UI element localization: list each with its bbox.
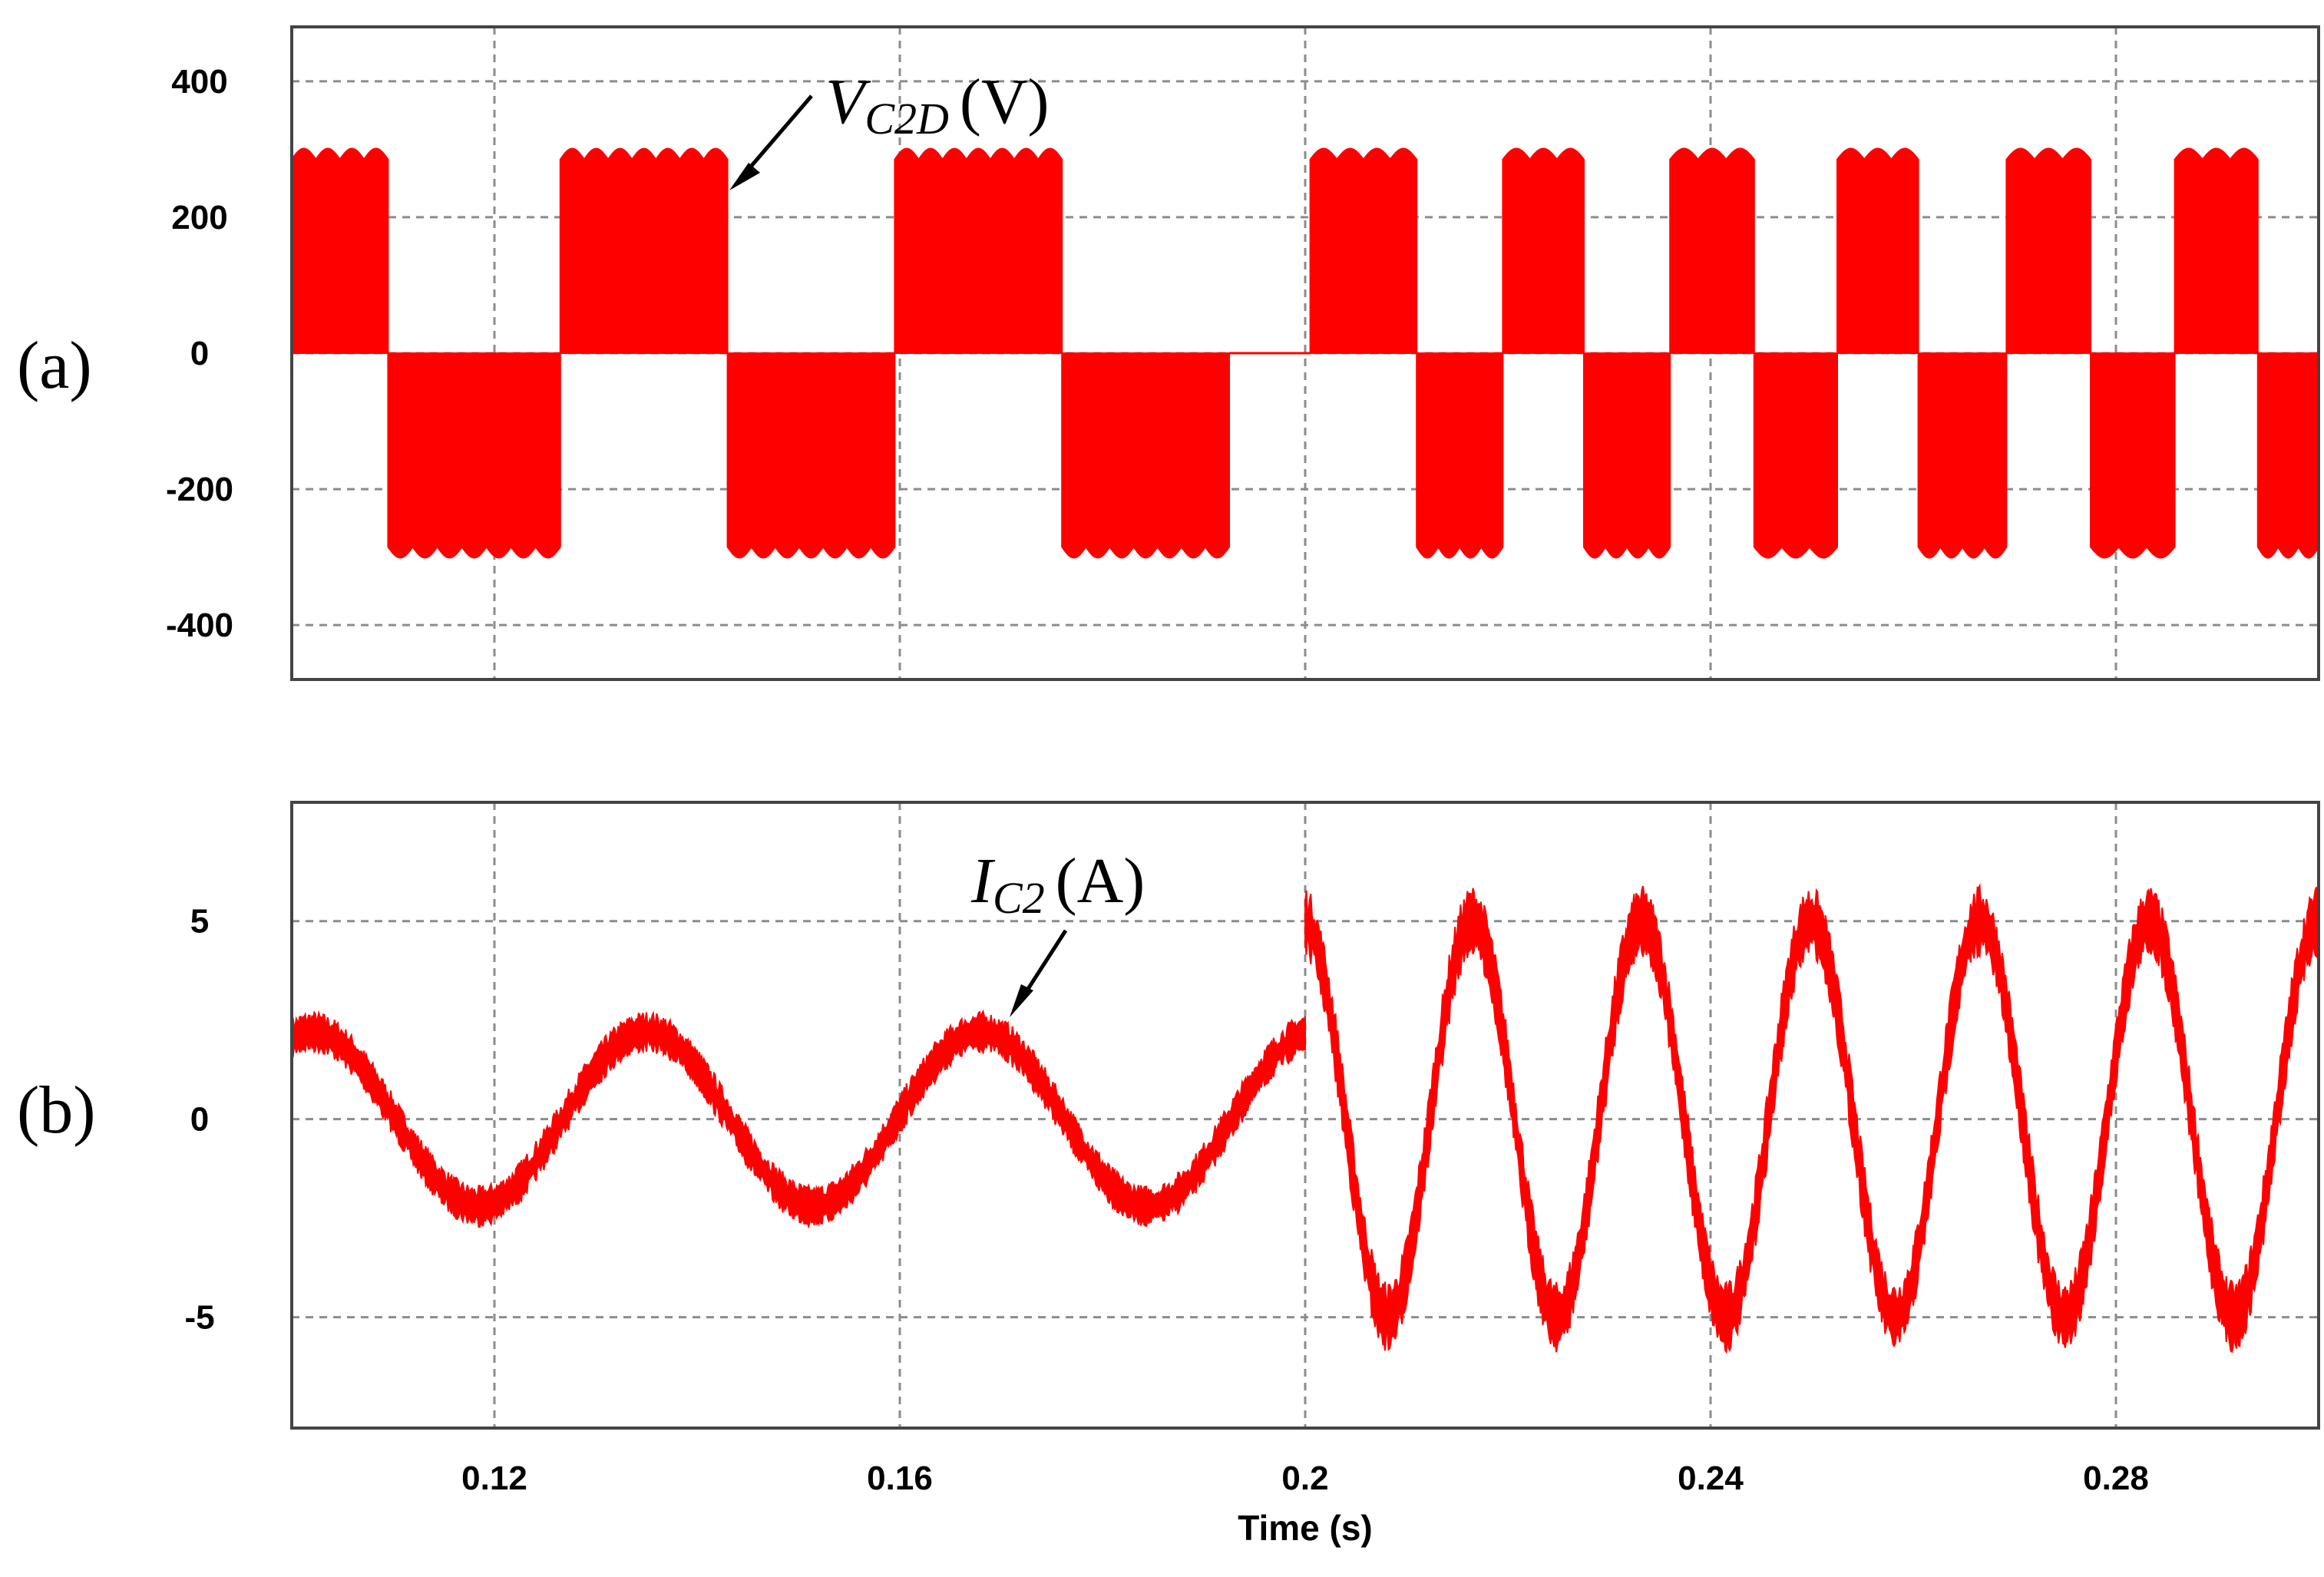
panel-b-y-ticks: 5 0 -5: [184, 903, 214, 1337]
voltage-block-12: [1753, 352, 1838, 559]
voltage-block-7: [1309, 147, 1418, 354]
voltage-block-0: [291, 147, 389, 354]
ic2-symbol: I: [970, 845, 996, 917]
x-tick-label: 0.28: [2083, 1460, 2149, 1497]
ic2-subscript: C2: [993, 873, 1045, 923]
y-tick-label: 0: [190, 335, 209, 372]
panel-b-annotation: IC2 (A): [970, 845, 1145, 1017]
panel-a-voltage-chart: (a) 400 200 0 -200 -400 VC2D (V): [17, 25, 2320, 681]
panel-a-arrowhead: [729, 163, 760, 190]
x-tick-label: 0.2: [1281, 1460, 1328, 1497]
y-tick-label: -200: [166, 471, 233, 508]
panel-a-frame: [290, 25, 2320, 681]
voltage-block-10: [1583, 352, 1671, 559]
y-tick-label: -5: [184, 1299, 214, 1337]
x-tick-label: 0.16: [867, 1460, 933, 1497]
panel-a-label: (a): [17, 329, 92, 403]
voltage-block-1: [387, 352, 561, 559]
x-axis-title: Time (s): [1238, 1508, 1373, 1548]
vc2d-subscript: C2D: [864, 94, 949, 144]
panel-a-annotation-arrow: [739, 94, 813, 180]
panel-b-label: (b): [17, 1073, 96, 1148]
vc2d-unit: (V): [960, 66, 1050, 137]
panel-b-arrowhead: [1010, 984, 1033, 1017]
panel-b-x-ticks: 0.12 0.16 0.2 0.24 0.28: [461, 1460, 2149, 1497]
voltage-block-17: [2174, 147, 2259, 354]
panel-b-annotation-label: IC2 (A): [970, 845, 1145, 923]
y-tick-label: 200: [171, 199, 227, 236]
voltage-block-14: [1917, 352, 2008, 559]
voltage-block-9: [1502, 147, 1585, 354]
voltage-block-5: [1061, 352, 1230, 559]
current-trace-segment-0: [291, 1009, 1306, 1229]
panel-a-voltage-trace: [291, 147, 2319, 559]
y-tick-label: -400: [166, 607, 233, 644]
y-tick-label: 400: [171, 63, 227, 101]
voltage-block-11: [1669, 147, 1755, 354]
voltage-block-16: [2090, 352, 2176, 559]
vc2d-symbol: V: [825, 66, 871, 137]
voltage-block-8: [1416, 352, 1504, 559]
voltage-block-13: [1836, 147, 1919, 354]
x-tick-label: 0.12: [461, 1460, 527, 1497]
panel-b-frame: [290, 801, 2320, 1430]
y-tick-label: 0: [190, 1101, 209, 1139]
y-tick-label: 5: [190, 903, 209, 941]
voltage-block-3: [726, 352, 896, 559]
ic2-unit: (A): [1056, 845, 1145, 917]
panel-a-annotation: VC2D (V): [729, 66, 1050, 190]
panel-a-y-ticks: 400 200 0 -200 -400: [166, 63, 233, 644]
voltage-block-2: [559, 147, 729, 354]
panel-b-current-chart: (b) 5 0 -5 0.12 0.16 0.2 0.24 0.28 Time (s) IC…: [17, 801, 2320, 1548]
voltage-block-15: [2005, 147, 2091, 354]
voltage-block-4: [894, 147, 1063, 354]
voltage-block-18: [2256, 352, 2319, 559]
x-tick-label: 0.24: [1678, 1460, 1744, 1497]
panel-a-annotation-label: VC2D (V): [825, 66, 1050, 144]
